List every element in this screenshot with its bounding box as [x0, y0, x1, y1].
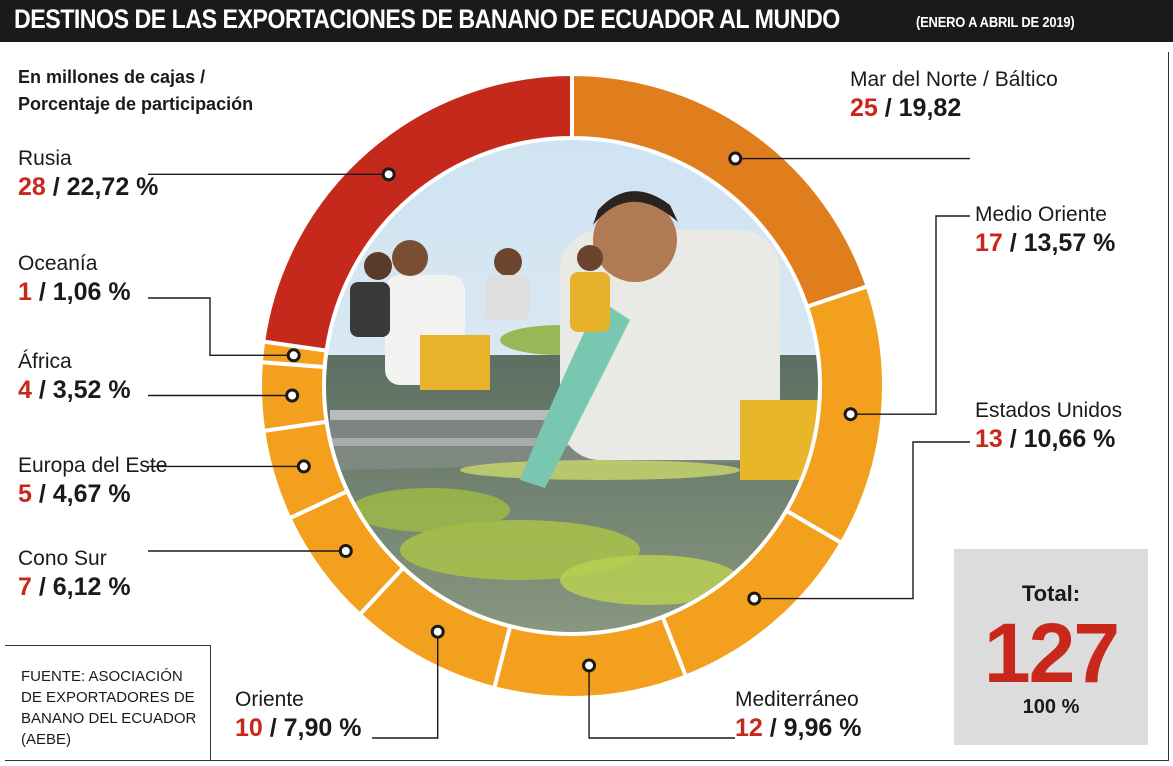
segment-percent: 1,06 % — [52, 278, 131, 306]
chart-subtitle: (ENERO A ABRIL DE 2019) — [916, 14, 1075, 31]
unit-note-line: En millones de cajas / — [18, 67, 206, 87]
segment-percent: 22,72 % — [66, 173, 159, 201]
segment-value: 13 — [975, 425, 1003, 453]
segment-name: Estados Unidos — [975, 399, 1123, 422]
segment-value: 17 — [975, 229, 1003, 257]
label-africa: África 4 / 3,52 % — [18, 350, 131, 404]
segment-value: 25 — [850, 94, 878, 122]
label-medio-oriente: Medio Oriente 17 / 13,57 % — [975, 203, 1116, 257]
segment-name: Cono Sur — [18, 547, 107, 570]
segment-value: 7 — [18, 573, 32, 601]
segment-percent: 19,82 — [898, 94, 962, 122]
banana-workers-photo — [324, 138, 820, 634]
leader-dot-3 — [582, 658, 597, 673]
total-value: 127 — [983, 606, 1120, 700]
segment-name: Europa del Este — [18, 454, 168, 477]
segment-name: Oceanía — [18, 252, 98, 275]
unit-note: En millones de cajas / Porcentaje de par… — [18, 64, 253, 118]
leader-dot-6 — [296, 459, 311, 474]
segment-value: 28 — [18, 173, 46, 201]
label-europa-del-este: Europa del Este 5 / 4,67 % — [18, 454, 168, 508]
label-oceania: Oceanía 1 / 1,06 % — [18, 252, 131, 306]
leader-line-2 — [754, 441, 970, 600]
segment-value: 1 — [18, 278, 32, 306]
segment-name: África — [18, 350, 72, 373]
label-mediterraneo: Mediterráneo 12 / 9,96 % — [735, 688, 862, 742]
leader-dot-0 — [728, 151, 743, 166]
label-oriente: Oriente 10 / 7,90 % — [235, 688, 362, 742]
segment-percent: 13,57 % — [1023, 229, 1116, 257]
segment-name: Oriente — [235, 688, 304, 711]
leader-line-3 — [588, 665, 735, 739]
segment-percent: 6,12 % — [52, 573, 131, 601]
total-box: Total: 127 100 % — [954, 549, 1148, 745]
segment-percent: 4,67 % — [52, 480, 131, 508]
leader-line-8 — [148, 297, 294, 356]
label-estados-unidos: Estados Unidos 13 / 10,66 % — [975, 399, 1123, 453]
total-percent: 100 % — [1022, 696, 1080, 718]
leader-dot-9 — [381, 167, 396, 182]
segment-name: Rusia — [18, 147, 72, 170]
segment-value: 5 — [18, 480, 32, 508]
segment-value: 10 — [235, 714, 263, 742]
leader-dot-4 — [430, 624, 445, 639]
segment-name: Medio Oriente — [975, 203, 1107, 226]
segment-percent: 7,90 % — [283, 714, 362, 742]
leader-dot-5 — [338, 544, 353, 559]
segment-name: Mediterráneo — [735, 688, 859, 711]
label-cono-sur: Cono Sur 7 / 6,12 % — [18, 547, 131, 601]
segment-percent: 3,52 % — [52, 376, 131, 404]
leader-line-4 — [372, 631, 439, 739]
segment-value: 12 — [735, 714, 763, 742]
source-box: FUENTE: ASOCIACIÓN DE EXPORTADORES DE BA… — [5, 645, 211, 761]
leader-dot-7 — [285, 388, 300, 403]
segment-percent: 9,96 % — [783, 714, 862, 742]
donut-segment-9 — [260, 71, 574, 353]
title-bar: DESTINOS DE LAS EXPORTACIONES DE BANANO … — [0, 0, 1173, 42]
source-text: FUENTE: ASOCIACIÓN DE EXPORTADORES DE BA… — [21, 668, 197, 748]
unit-note-line: Porcentaje de participación — [18, 94, 254, 114]
segment-name: Mar del Norte / Báltico — [850, 68, 1058, 91]
chart-title: DESTINOS DE LAS EXPORTACIONES DE BANANO … — [14, 4, 840, 34]
total-label: Total: — [1021, 581, 1081, 606]
leader-dot-1 — [843, 407, 858, 422]
label-rusia: Rusia 28 / 22,72 % — [18, 147, 159, 201]
leader-dot-2 — [747, 591, 762, 606]
leader-line-1 — [850, 215, 970, 415]
segment-percent: 10,66 % — [1023, 425, 1116, 453]
segment-value: 4 — [18, 376, 32, 404]
leader-dot-8 — [286, 348, 301, 363]
label-mar-del-norte: Mar del Norte / Báltico 25 / 19,82 — [850, 68, 1058, 122]
